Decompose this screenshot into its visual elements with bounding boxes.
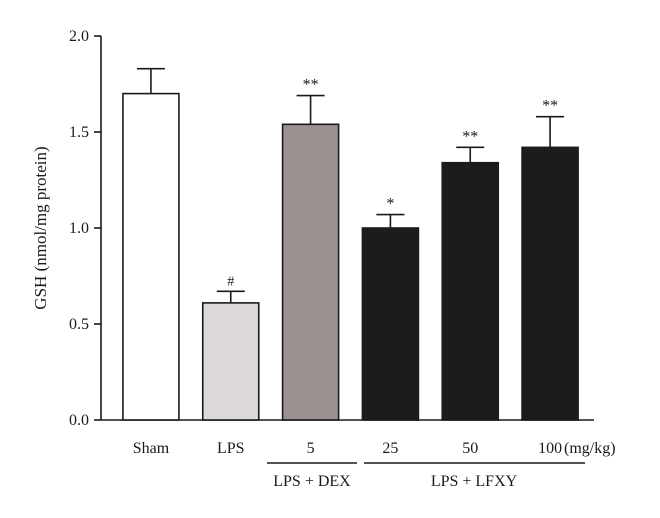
y-axis-label: GSH (nmol/mg protein) — [31, 146, 50, 309]
significance-mark: ** — [303, 77, 319, 94]
bars: #******* — [122, 67, 579, 421]
significance-mark: ** — [462, 128, 478, 145]
unit-label: (mg/kg) — [564, 440, 616, 457]
x-tick-label: 100 — [538, 440, 562, 457]
x-tick-label: 50 — [462, 440, 478, 457]
group-lpsdex: LPS + DEX — [267, 462, 357, 490]
group-lpslfxy: LPS + LFXY — [364, 462, 585, 490]
bar — [521, 146, 579, 421]
y-axis: 0.0 0.5 1.0 1.5 2.0 GSH (nmol/mg protein) — [31, 28, 102, 429]
y-tick-label: 2.0 — [69, 28, 89, 45]
x-tick-labels: Sham LPS 5 25 50 100 — [133, 440, 562, 457]
x-tick-label: Sham — [133, 440, 170, 457]
significance-mark: * — [386, 196, 394, 213]
y-tick-label: 0.5 — [69, 316, 89, 333]
bar — [122, 92, 180, 421]
bar — [201, 302, 260, 421]
significance-mark: # — [227, 274, 234, 289]
bar — [281, 123, 340, 421]
bar — [361, 227, 420, 421]
x-tick-label: 5 — [307, 440, 315, 457]
y-tick-label: 1.5 — [69, 124, 89, 141]
y-tick-label: 1.0 — [69, 220, 89, 237]
x-tick-label: LPS — [217, 440, 245, 457]
y-tick-label: 0.0 — [69, 412, 89, 429]
bar — [441, 161, 500, 421]
x-tick-label: 25 — [382, 440, 398, 457]
group-lpslfxy-label: LPS + LFXY — [431, 473, 518, 490]
group-lpsdex-label: LPS + DEX — [273, 473, 351, 490]
significance-mark: ** — [542, 98, 558, 115]
